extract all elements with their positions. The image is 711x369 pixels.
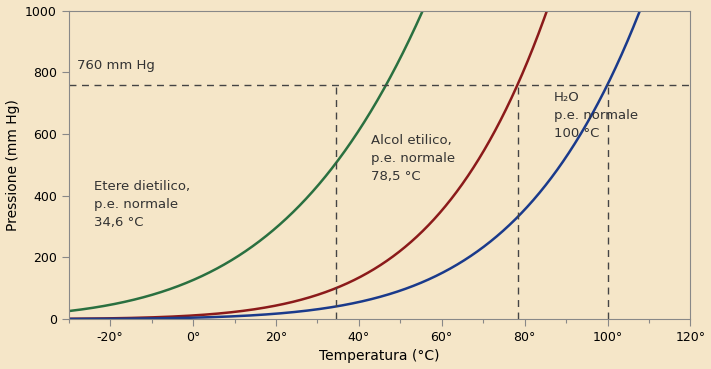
Y-axis label: Pressione (mm Hg): Pressione (mm Hg) <box>6 99 20 231</box>
Text: Alcol etilico,
p.e. normale
78,5 °C: Alcol etilico, p.e. normale 78,5 °C <box>371 134 456 183</box>
Text: 760 mm Hg: 760 mm Hg <box>77 59 155 72</box>
X-axis label: Temperatura (°C): Temperatura (°C) <box>319 349 440 363</box>
Text: H₂O
p.e. normale
100 °C: H₂O p.e. normale 100 °C <box>554 91 638 140</box>
Text: Etere dietilico,
p.e. normale
34,6 °C: Etere dietilico, p.e. normale 34,6 °C <box>94 180 190 230</box>
